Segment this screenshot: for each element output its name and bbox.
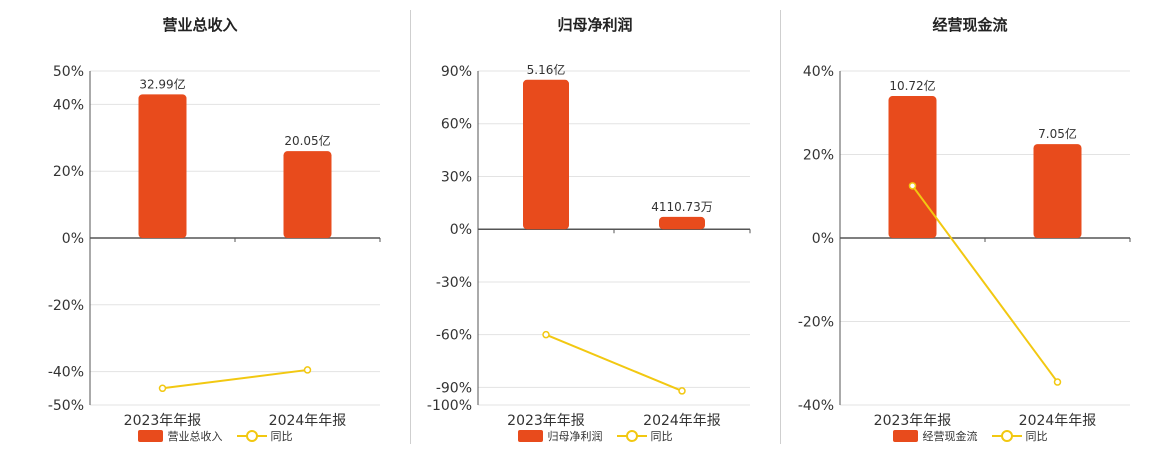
bar	[888, 96, 937, 238]
y-tick-label: -50%	[48, 398, 84, 414]
y-tick-label: 0%	[812, 231, 834, 247]
legend-line-swatch	[616, 430, 647, 442]
bar	[523, 79, 569, 230]
legend-bar-swatch	[892, 430, 918, 442]
chart-title: 营业总收入	[162, 16, 238, 34]
bar	[138, 94, 187, 238]
legend-bar-label: 经营现金流	[922, 430, 978, 443]
y-tick-label: 20%	[803, 148, 834, 164]
legend: 归母净利润 同比	[410, 428, 780, 444]
yoy-point	[158, 384, 167, 393]
y-tick-label: -90%	[436, 380, 472, 396]
yoy-point	[1053, 378, 1062, 386]
y-tick-label: 50%	[53, 64, 84, 80]
y-tick-label: 60%	[441, 117, 472, 133]
bar-value-label: 10.72亿	[889, 78, 935, 93]
y-tick-label: 40%	[53, 97, 84, 113]
y-tick-label: -20%	[48, 298, 84, 314]
chart-title: 经营现金流	[932, 16, 1008, 34]
bar	[1033, 144, 1082, 238]
chart-svg: 90% 60% 30% 0% -30% -60% -90% -100% 5.16亿 4110.73…	[427, 62, 751, 429]
y-tick-label: 30%	[441, 169, 472, 185]
chart-svg: 40% 20% 0% -20% -40% 10.72亿 7.05亿 2023年年报 2024年年…	[798, 64, 1131, 429]
y-tick-label: -40%	[798, 398, 834, 414]
chart-title: 归母净利润	[557, 16, 633, 34]
legend-line-swatch	[236, 430, 267, 442]
yoy-point	[303, 366, 312, 374]
y-tick-label: 0%	[450, 222, 472, 238]
legend-line-label: 同比	[270, 430, 293, 443]
y-tick-label: 40%	[803, 64, 834, 80]
y-tick-label: 90%	[441, 64, 472, 80]
yoy-line	[162, 368, 308, 390]
legend-line-swatch	[991, 430, 1022, 442]
legend-bar-label: 归母净利润	[547, 430, 603, 443]
legend: 营业总收入 同比	[30, 428, 400, 444]
legend: 经营现金流 同比	[780, 428, 1160, 444]
legend-line-label: 同比	[1025, 430, 1048, 443]
x-tick-label: 2024年年报	[1019, 413, 1097, 429]
y-tick-label: -30%	[436, 275, 472, 291]
y-tick-label: 20%	[53, 164, 84, 180]
y-tick-label: -100%	[427, 398, 472, 414]
x-tick-label: 2023年年报	[507, 413, 585, 429]
y-tick-label: -20%	[798, 315, 834, 331]
panel-divider	[410, 10, 411, 444]
panel-divider	[780, 10, 781, 444]
bar-value-label: 32.99亿	[139, 76, 185, 91]
x-tick-label: 2023年年报	[874, 413, 952, 429]
y-tick-label: -40%	[48, 365, 84, 381]
bar-value-label: 5.16亿	[527, 62, 566, 77]
yoy-point	[542, 330, 550, 339]
legend-bar-swatch	[137, 430, 163, 442]
chart-panel-revenue: 营业总收入 50% 40% 20% 0% -20% -40% -50% 32.99亿 20.05…	[0, 0, 400, 450]
y-tick-label: 0%	[62, 231, 84, 247]
x-tick-label: 2024年年报	[269, 413, 347, 429]
yoy-point	[908, 182, 917, 190]
x-tick-label: 2024年年报	[643, 413, 721, 429]
chart-panel-net-profit: 归母净利润 90% 60% 30% 0% -30% -60% -90% -100% 5.16亿 4…	[410, 0, 780, 450]
yoy-line	[545, 333, 683, 392]
legend-bar-label: 营业总收入	[167, 430, 223, 443]
legend-line-label: 同比	[650, 430, 673, 443]
y-tick-label: -60%	[436, 328, 472, 344]
yoy-point	[678, 387, 686, 395]
chart-panel-cash-flow: 经营现金流 40% 20% 0% -20% -40% 10.72亿 7.05亿 2023年年报…	[780, 0, 1160, 450]
bar-value-label: 7.05亿	[1038, 126, 1077, 141]
x-tick-label: 2023年年报	[124, 413, 202, 429]
yoy-line	[911, 185, 1059, 383]
bar	[283, 151, 332, 238]
bar-value-label: 4110.73万	[651, 200, 713, 214]
chart-svg: 50% 40% 20% 0% -20% -40% -50% 32.99亿 20.05亿 2023年…	[48, 64, 381, 429]
legend-bar-swatch	[517, 430, 543, 442]
bar-value-label: 20.05亿	[284, 133, 330, 148]
bar	[659, 216, 705, 230]
